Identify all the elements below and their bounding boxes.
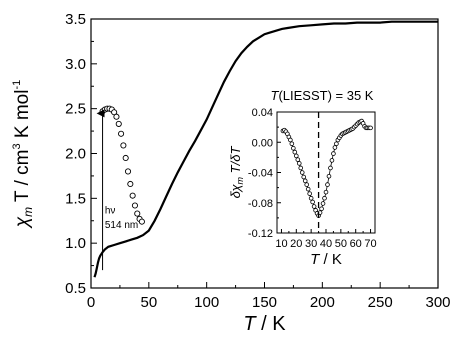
x-tick-label: 300 xyxy=(425,294,450,311)
inset-data-point xyxy=(289,141,295,147)
inset-data-point xyxy=(294,153,299,159)
inset-series-group xyxy=(280,118,373,218)
inset-x-tick-label: 50 xyxy=(335,238,347,250)
inset-plot-frame xyxy=(276,111,376,234)
y-tick-label: 1.0 xyxy=(65,235,86,252)
inset-data-point xyxy=(301,174,307,180)
inset-data-point xyxy=(368,125,373,131)
inset-chart: 10 20 30 40 50 60 70 0.04 0.00 -0.04 -0.08 -0.12 T(… xyxy=(228,88,377,268)
inset-data-point xyxy=(295,157,301,162)
irradiation-annotation: hν xyxy=(105,206,116,217)
inset-data-point xyxy=(299,170,305,175)
x-tick-label: 200 xyxy=(310,294,335,311)
liesst-data-point xyxy=(134,210,141,217)
inset-y-tick-label: -0.04 xyxy=(248,168,273,180)
liesst-data-point xyxy=(127,180,134,188)
x-tick-label: 150 xyxy=(252,294,277,311)
liesst-data-point xyxy=(118,130,125,137)
inset-data-point xyxy=(302,178,308,184)
inset-data-point xyxy=(334,141,339,147)
inset-data-point xyxy=(305,186,311,192)
inset-series-line xyxy=(282,120,371,217)
irradiation-annotation: 514 nm xyxy=(105,220,138,231)
y-tick-label: 1.5 xyxy=(65,190,86,207)
inset-data-point xyxy=(319,206,324,212)
inset-x-tick-label: 30 xyxy=(305,238,317,250)
inset-data-point xyxy=(292,149,298,155)
liesst-data-point xyxy=(113,113,120,120)
main-x-axis-label: T / K xyxy=(243,313,286,335)
liesst-data-point xyxy=(120,142,127,149)
inset-data-point xyxy=(320,201,326,206)
inset-data-point xyxy=(311,204,317,209)
inset-data-point xyxy=(326,173,332,179)
y-tick-label: 0.5 xyxy=(65,280,86,297)
main-plot-frame xyxy=(90,18,439,289)
inset-data-point xyxy=(291,146,296,151)
inset-data-point xyxy=(328,165,333,171)
liesst-data-point xyxy=(129,192,136,199)
inset-data-point xyxy=(304,182,309,187)
liesst-data-point xyxy=(122,154,129,162)
inset-x-tick-label: 40 xyxy=(320,238,332,250)
liesst-data-point xyxy=(115,120,122,127)
inset-data-point xyxy=(310,199,315,205)
inset-y-tick-label: -0.08 xyxy=(248,198,273,210)
main-chart: 0 50 100 150 200 250 3000.51.01.52.02.53.03.5 … xyxy=(11,11,451,335)
inset-x-tick-label: 20 xyxy=(290,238,302,250)
x-tick-label: 250 xyxy=(368,294,393,311)
y-tick-label: 3.0 xyxy=(65,56,86,73)
inset-data-point xyxy=(329,158,335,163)
inset-x-tick-label: 10 xyxy=(275,238,287,250)
inset-data-point xyxy=(331,151,336,156)
inset-data-point xyxy=(323,189,329,195)
inset-data-point xyxy=(307,191,312,196)
main-annotations: hν 514 nm xyxy=(96,109,138,271)
inset-axis-ticks: 10 20 30 40 50 60 70 0.04 0.00 -0.04 -0.08 -0.12 xyxy=(248,107,377,250)
main-axis-ticks: 0 50 100 150 200 250 300 0.5 1.0 1.5 2.0 2.5 3.0 3.5 xyxy=(65,11,450,311)
inset-y-axis-label: δχm T/δT xyxy=(228,146,245,199)
inset-data-point xyxy=(308,195,314,201)
inset-data-point xyxy=(298,165,304,171)
main-y-axis-label: χm T / cm3 K mol-1 xyxy=(11,80,35,230)
liesst-data-point xyxy=(124,168,132,175)
y-tick-label: 2.0 xyxy=(65,146,86,163)
inset-x-tick-label: 60 xyxy=(350,238,362,250)
liesst-data-point xyxy=(138,218,145,225)
series-line-cooling-curve xyxy=(93,20,438,278)
y-tick-label: 3.5 xyxy=(65,11,86,28)
y-tick-label: 2.5 xyxy=(65,101,86,118)
inset-data-point xyxy=(332,145,338,150)
inset-x-axis-label: T / K xyxy=(310,251,342,268)
inset-data-point xyxy=(288,137,293,143)
x-tick-label: 0 xyxy=(87,294,95,311)
inset-title: T(LIESST) = 35 K xyxy=(271,88,374,103)
inset-data-point xyxy=(325,182,330,187)
inset-y-tick-label: 0.00 xyxy=(252,137,273,149)
x-tick-label: 100 xyxy=(194,294,219,311)
inset-y-tick-label: -0.12 xyxy=(248,228,273,240)
x-tick-label: 50 xyxy=(140,294,157,311)
inset-y-tick-label: 0.04 xyxy=(252,107,273,119)
inset-data-point xyxy=(322,195,327,201)
inset-x-tick-label: 70 xyxy=(364,238,376,250)
liesst-data-point xyxy=(131,202,139,209)
inset-data-point xyxy=(296,161,302,166)
